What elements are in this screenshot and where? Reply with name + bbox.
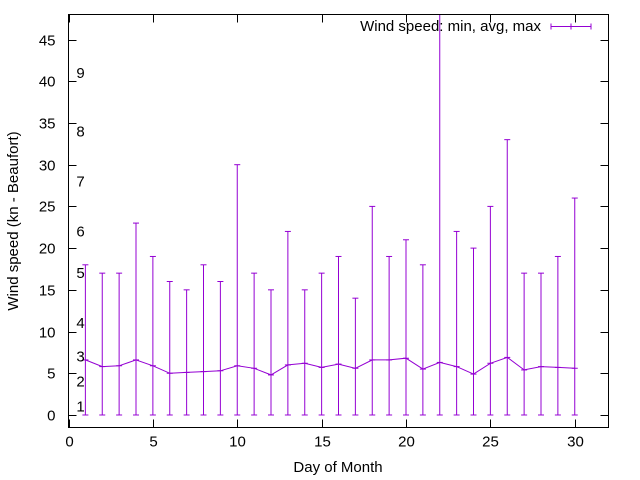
error-bar <box>183 289 190 416</box>
legend-label: Wind speed: min, avg, max <box>360 18 541 35</box>
error-bar <box>538 272 544 416</box>
y-tick-label: 35 <box>39 116 56 133</box>
beaufort-label: 9 <box>76 65 84 82</box>
beaufort-label: 6 <box>76 223 84 240</box>
beaufort-label: 4 <box>76 315 84 332</box>
error-bar <box>369 205 376 416</box>
y-tick-label: 0 <box>47 408 55 425</box>
x-tick-label: 0 <box>65 434 73 451</box>
beaufort-label: 7 <box>76 173 84 190</box>
error-bar <box>149 255 156 416</box>
error-bar <box>200 264 207 416</box>
error-bar <box>301 289 308 416</box>
legend: Wind speed: min, avg, max <box>360 18 592 35</box>
error-bar <box>251 272 258 416</box>
beaufort-label: 5 <box>76 265 84 282</box>
error-bar <box>453 230 460 416</box>
x-tick-label: 25 <box>482 434 499 451</box>
error-bar <box>571 197 578 416</box>
y-tick-label: 15 <box>39 283 56 300</box>
error-bar <box>82 264 89 416</box>
x-tick-label: 15 <box>314 434 331 451</box>
error-bar <box>403 239 409 416</box>
error-bar <box>234 164 241 416</box>
y-axis-label: Wind speed (kn - Beaufort) <box>5 131 22 310</box>
error-bar <box>217 280 224 416</box>
error-bar <box>133 222 139 416</box>
series-wind-speed <box>82 14 578 416</box>
tick-marks <box>68 14 609 428</box>
error-bar <box>419 264 426 416</box>
error-bar <box>268 289 274 416</box>
x-tick-label: 10 <box>229 434 246 451</box>
error-bar <box>386 255 393 416</box>
beaufort-label: 3 <box>76 349 84 366</box>
y-tick-label: 40 <box>39 74 56 91</box>
x-tick-label: 30 <box>567 434 584 451</box>
error-bar <box>318 272 325 416</box>
error-bar <box>487 205 494 416</box>
error-bar <box>116 272 123 416</box>
error-bar <box>436 14 443 416</box>
error-bar <box>470 247 477 416</box>
x-tick-label: 20 <box>398 434 415 451</box>
y-tick-label: 30 <box>39 158 56 175</box>
y-tick-label: 20 <box>39 241 56 258</box>
error-bar <box>99 272 106 416</box>
beaufort-label: 2 <box>76 374 84 391</box>
error-bar <box>335 255 342 416</box>
y-tick-label: 10 <box>39 325 56 342</box>
y-tick-label: 5 <box>47 366 55 383</box>
x-axis-label: Day of Month <box>293 459 382 476</box>
y-tick-label: 25 <box>39 199 56 216</box>
error-bar <box>554 255 561 416</box>
error-bar <box>521 272 528 416</box>
error-bar <box>352 297 359 416</box>
x-tick-label: 5 <box>149 434 157 451</box>
beaufort-label: 8 <box>76 123 84 140</box>
error-bar <box>284 230 291 416</box>
average-line <box>85 356 575 376</box>
plot-frame <box>68 14 609 428</box>
y-tick-label: 45 <box>39 33 56 50</box>
error-bar <box>504 139 511 416</box>
beaufort-label: 1 <box>76 399 84 416</box>
error-bar <box>166 280 173 416</box>
